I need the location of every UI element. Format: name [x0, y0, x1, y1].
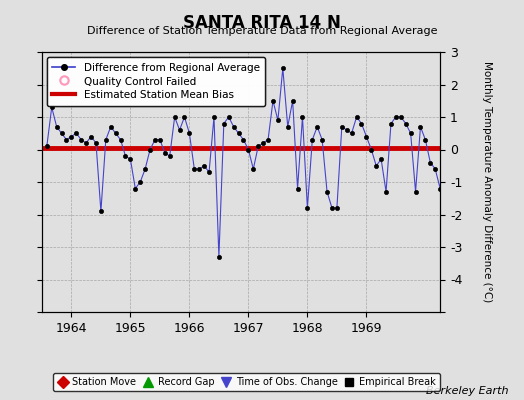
- Text: Difference of Station Temperature Data from Regional Average: Difference of Station Temperature Data f…: [87, 26, 437, 36]
- Legend: Station Move, Record Gap, Time of Obs. Change, Empirical Break: Station Move, Record Gap, Time of Obs. C…: [53, 373, 440, 391]
- Text: Berkeley Earth: Berkeley Earth: [426, 386, 508, 396]
- Legend: Difference from Regional Average, Quality Control Failed, Estimated Station Mean: Difference from Regional Average, Qualit…: [47, 57, 265, 106]
- Y-axis label: Monthly Temperature Anomaly Difference (°C): Monthly Temperature Anomaly Difference (…: [482, 61, 492, 303]
- Text: SANTA RITA 14 N: SANTA RITA 14 N: [183, 14, 341, 32]
